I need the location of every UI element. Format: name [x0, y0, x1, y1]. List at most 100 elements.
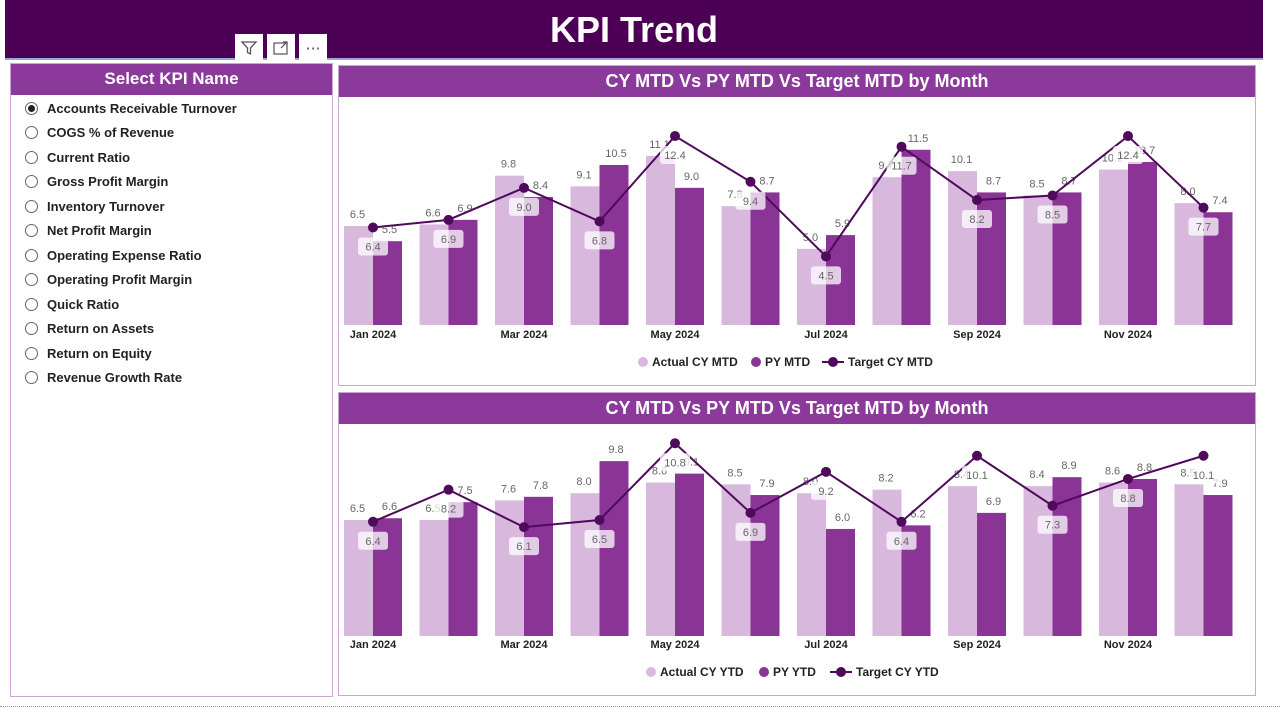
- data-label-actual: 5.0: [803, 232, 818, 244]
- target-label-box: [1037, 205, 1068, 224]
- data-label-py: 6.9: [986, 496, 1001, 508]
- data-label-py: 7.8: [533, 480, 548, 492]
- data-label-actual: 9.8: [501, 159, 516, 171]
- slicer-item[interactable]: Accounts Receivable Turnover: [11, 96, 332, 121]
- target-label-box: [1037, 515, 1068, 534]
- bar-py: [750, 495, 780, 636]
- data-label-py: 9.8: [608, 444, 623, 456]
- data-label-actual: 8.0: [576, 476, 591, 488]
- slicer-item-label: Revenue Growth Rate: [47, 370, 183, 386]
- data-label-target: 8.5: [1045, 209, 1060, 221]
- slicer-item[interactable]: Current Ratio: [11, 145, 332, 170]
- focus-mode-icon[interactable]: [267, 34, 295, 62]
- legend-target-label: Target CY MTD: [848, 355, 933, 369]
- target-point: [821, 466, 831, 477]
- target-label-box: [509, 197, 539, 216]
- slicer-item[interactable]: Return on Equity: [11, 341, 332, 366]
- data-label-target: 9.0: [516, 202, 531, 214]
- radio-button[interactable]: [25, 199, 38, 213]
- slicer-item-label: Return on Equity: [47, 345, 152, 361]
- bar-py: [1128, 161, 1157, 325]
- data-label-target: 9.2: [818, 486, 833, 498]
- target-label-box: [509, 537, 539, 556]
- target-label-box: [1113, 146, 1143, 165]
- radio-button[interactable]: [25, 346, 38, 360]
- data-label-target: 10.1: [966, 470, 987, 482]
- data-label-target: 7.3: [1045, 520, 1060, 532]
- radio-button[interactable]: [25, 101, 38, 115]
- bar-actual: [721, 484, 751, 636]
- slicer-item[interactable]: Revenue Growth Rate: [11, 366, 332, 391]
- bar-py: [524, 496, 553, 636]
- slicer-item-label: Operating Expense Ratio: [47, 247, 202, 263]
- data-label-actual: 8.5: [727, 467, 742, 479]
- radio-button[interactable]: [25, 322, 38, 336]
- radio-button[interactable]: [25, 150, 38, 164]
- x-axis-tick-label: May 2024: [651, 639, 701, 651]
- target-point: [896, 516, 907, 527]
- target-label-box: [660, 453, 690, 472]
- mtd-chart: 6.55.56.6 6.99.88.49.110.511.19.07.88.75.…: [344, 131, 1233, 369]
- more-options-icon[interactable]: ···: [299, 34, 327, 62]
- data-label-actual: 8.5: [1029, 178, 1044, 190]
- slicer-item[interactable]: COGS % of Revenue: [11, 121, 332, 146]
- slicer-item[interactable]: Operating Profit Margin: [11, 268, 332, 293]
- target-label-box: [584, 231, 615, 250]
- bar-actual: [1023, 486, 1053, 636]
- slicer-item-label: Current Ratio: [47, 149, 131, 165]
- data-label-target: 6.9: [743, 527, 758, 539]
- data-label-actual: 8.2: [878, 473, 893, 485]
- filter-icon[interactable]: [235, 34, 263, 62]
- x-axis-tick-label: Sep 2024: [953, 329, 1002, 341]
- legend-actual-label: Actual CY YTD: [660, 665, 744, 679]
- radio-button[interactable]: [25, 126, 38, 140]
- data-label-target: 6.5: [592, 534, 607, 546]
- radio-button[interactable]: [25, 224, 38, 238]
- slicer-item[interactable]: Quick Ratio: [11, 292, 332, 317]
- bar-actual: [1099, 169, 1128, 325]
- slicer-item-label: Inventory Turnover: [47, 198, 165, 214]
- radio-button[interactable]: [25, 297, 38, 311]
- target-label-box: [1188, 465, 1219, 484]
- data-label-target: 6.9: [441, 234, 456, 246]
- bar-actual: [646, 155, 675, 325]
- bar-py: [977, 512, 1006, 636]
- target-point: [896, 141, 907, 152]
- data-label-target: 6.8: [592, 235, 607, 247]
- data-label-actual: 9.1: [576, 169, 591, 181]
- bar-actual: [721, 206, 751, 325]
- data-label-target: 12.4: [1117, 150, 1138, 162]
- slicer-item[interactable]: Gross Profit Margin: [11, 170, 332, 195]
- bar-py: [675, 473, 704, 636]
- legend-actual-marker: [638, 357, 648, 367]
- data-label-py: 7.5: [457, 485, 472, 497]
- target-point: [368, 516, 378, 527]
- slicer-item[interactable]: Return on Assets: [11, 317, 332, 342]
- slicer-item[interactable]: Inventory Turnover: [11, 194, 332, 219]
- target-point: [1123, 131, 1133, 142]
- mtd-chart-panel: CY MTD Vs PY MTD Vs Target MTD by Month …: [338, 65, 1256, 386]
- bar-py: [1203, 495, 1233, 636]
- target-point: [594, 515, 605, 526]
- data-label-target: 6.1: [516, 541, 531, 553]
- radio-button[interactable]: [25, 175, 38, 189]
- x-axis-tick-label: Mar 2024: [500, 329, 548, 341]
- radio-button[interactable]: [25, 273, 38, 287]
- radio-button[interactable]: [25, 371, 38, 385]
- bar-actual: [1099, 482, 1128, 636]
- slicer-item[interactable]: Operating Expense Ratio: [11, 243, 332, 268]
- target-point: [519, 522, 529, 533]
- target-label-box: [735, 191, 766, 210]
- bar-py: [599, 461, 629, 636]
- bar-actual: [419, 520, 449, 636]
- data-label-target: 12.4: [664, 150, 685, 162]
- target-label-box: [1188, 217, 1219, 236]
- radio-button[interactable]: [25, 248, 38, 262]
- slicer-item[interactable]: Net Profit Margin: [11, 219, 332, 244]
- data-label-target: 10.1: [1193, 470, 1214, 482]
- data-label-actual: 6.5: [350, 503, 365, 515]
- data-label-py: 6.2: [910, 508, 925, 520]
- page-header: KPI Trend: [5, 0, 1263, 60]
- data-label-py: 8.9: [1061, 460, 1076, 472]
- x-axis-tick-label: Mar 2024: [500, 639, 548, 651]
